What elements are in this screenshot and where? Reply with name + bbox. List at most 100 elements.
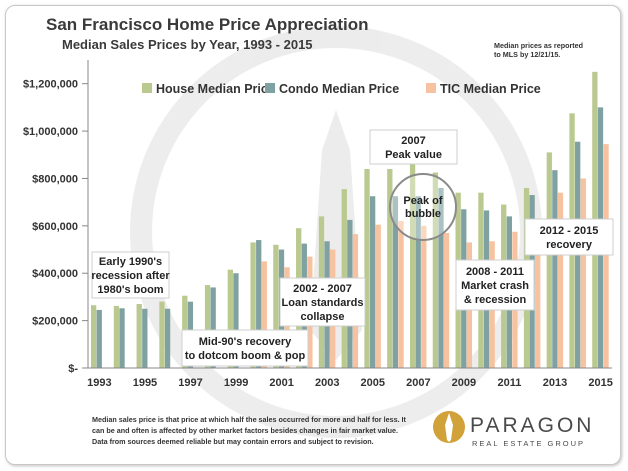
bar-condo-1998 <box>210 287 216 368</box>
annotation-box-loan-collapse <box>279 277 366 327</box>
annotation-text-early-90s: recession after <box>91 270 170 282</box>
legend-label: House Median Price <box>156 82 275 96</box>
annotation-box-peak-2007 <box>369 129 458 165</box>
bar-house-2005 <box>364 168 370 368</box>
bar-house-1993 <box>90 305 97 368</box>
annotation-text-recovery-2012: 2012 - 2015 <box>540 225 599 237</box>
x-tick-label: 1999 <box>224 377 248 389</box>
bar-tic-2012 <box>535 219 541 368</box>
legend-swatch <box>265 83 275 93</box>
bar-tic-2007 <box>421 225 427 368</box>
bar-house-1996 <box>159 301 165 368</box>
bar-house-1994 <box>113 305 120 368</box>
bar-condo-1996 <box>164 308 171 368</box>
bar-house-1999 <box>227 269 233 368</box>
annotations: Early 1990's recession after 1980's boom Mi… <box>91 129 614 367</box>
x-tick-label: 2013 <box>543 377 567 389</box>
bar-tic-2013 <box>557 192 564 368</box>
footnote-line-1: Median sales price is that price at whic… <box>92 415 407 424</box>
x-tick-label: 1997 <box>178 377 202 389</box>
legend-swatch <box>426 83 436 93</box>
annotation-text-mid-90s: to dotcom boom & pop <box>185 350 306 362</box>
chart-subtitle: Median Sales Prices by Year, 1993 - 2015 <box>62 37 313 52</box>
bar-condo-1995 <box>142 308 148 368</box>
bar-tic-2006 <box>398 221 404 368</box>
annotation-text-loan-collapse: collapse <box>300 311 344 323</box>
bar-house-2007 <box>409 155 416 368</box>
x-tick-label: 2007 <box>406 377 430 389</box>
annotation-text-crash-2008: 2008 - 2011 <box>466 266 524 278</box>
source-note-line-2: to MLS by 12/21/15. <box>494 50 560 59</box>
x-axis: 1993 1995 1997 1999 2001 2003 2005 2007 2009 2011… <box>87 377 613 389</box>
y-tick-label: $1,200,000 <box>23 79 78 91</box>
bar-tic-2008 <box>443 232 450 368</box>
y-tick-label: $200,000 <box>32 316 78 328</box>
bar-condo-2005 <box>369 196 376 368</box>
bar-condo-2008 <box>438 187 444 368</box>
bar-condo-2007 <box>415 196 421 368</box>
annotation-text-recovery-2012: recovery <box>546 239 593 251</box>
chart-frame <box>5 5 621 465</box>
legend-label: TIC Median Price <box>440 82 541 96</box>
bar-tic-2015 <box>603 144 609 368</box>
annotation-text-early-90s: Early 1990's <box>99 256 162 268</box>
bar-condo-2006 <box>392 196 399 368</box>
annotation-text-mid-90s: Mid-90's recovery <box>199 336 292 348</box>
x-tick-label: 2003 <box>315 377 339 389</box>
annotation-box-recovery-2012 <box>524 218 614 256</box>
y-tick-label: $600,000 <box>32 221 78 233</box>
bar-house-2000 <box>250 242 256 368</box>
brand-name: PARAGON <box>470 414 594 437</box>
annotation-box-mid-90s <box>181 329 309 367</box>
legend-label: Condo Median Price <box>279 82 399 96</box>
annotation-text-peak-2007: Peak value <box>385 149 442 161</box>
legend-swatch <box>142 83 152 93</box>
y-tick-label: $800,000 <box>32 173 78 185</box>
x-tick-label: 2009 <box>452 377 476 389</box>
bar-house-1995 <box>136 304 142 368</box>
footnote-line-3: Data from sources deemed reliable but ma… <box>92 437 374 446</box>
paragon-logo: PARAGON REAL ESTATE GROUP <box>433 411 594 448</box>
chart-title: San Francisco Home Price Appreciation <box>46 15 368 34</box>
source-note-line-1: Median prices as reported <box>494 41 583 50</box>
footnote-line-2: can be and often is affected by other ma… <box>92 426 398 435</box>
bar-condo-1994 <box>119 308 125 368</box>
bar-house-2013 <box>546 152 552 368</box>
annotation-text-peak-bubble: bubble <box>405 208 441 220</box>
y-axis: $- $200,000 $400,000 $600,000 $800,000 $1,000… <box>23 60 89 375</box>
brand-tagline: REAL ESTATE GROUP <box>472 439 585 448</box>
annotation-text-peak-bubble: Peak of <box>403 195 442 207</box>
x-tick-label: 1995 <box>133 377 157 389</box>
bar-tic-2014 <box>580 178 586 368</box>
x-tick-label: 1993 <box>87 377 111 389</box>
annotation-text-crash-2008: & recession <box>464 294 527 306</box>
bar-house-2008 <box>432 172 439 368</box>
annotation-text-loan-collapse: 2002 - 2007 <box>293 283 352 295</box>
paragon-emblem-mark <box>445 413 453 442</box>
y-tick-label: $- <box>68 363 78 375</box>
annotation-text-crash-2008: Market crash <box>461 280 529 292</box>
bar-condo-2013 <box>552 170 558 368</box>
x-tick-label: 2001 <box>269 377 293 389</box>
annotation-circle-peak-bubble <box>389 173 457 241</box>
bar-condo-1993 <box>96 309 102 368</box>
annotation-box-crash-2008 <box>455 259 535 311</box>
x-tick-label: 2015 <box>588 377 612 389</box>
y-tick-label: $400,000 <box>32 268 78 280</box>
annotation-text-loan-collapse: Loan standards <box>282 297 364 309</box>
bar-tic-2000 <box>261 261 267 368</box>
bar-tic-2005 <box>375 224 381 368</box>
x-tick-label: 2011 <box>498 377 522 389</box>
bar-condo-2000 <box>256 240 262 368</box>
annotation-box-early-90s <box>91 251 170 299</box>
x-tick-label: 2005 <box>361 377 385 389</box>
bar-house-1998 <box>204 285 211 368</box>
legend: House Median Price Condo Median Price TIC … <box>142 82 541 96</box>
annotation-text-early-90s: 1980's boom <box>97 284 163 296</box>
bar-condo-1999 <box>233 273 239 368</box>
bar-house-2006 <box>387 168 393 368</box>
y-tick-label: $1,000,000 <box>23 126 78 138</box>
annotation-text-peak-2007: 2007 <box>401 135 425 147</box>
bar-house-2001 <box>273 244 279 368</box>
